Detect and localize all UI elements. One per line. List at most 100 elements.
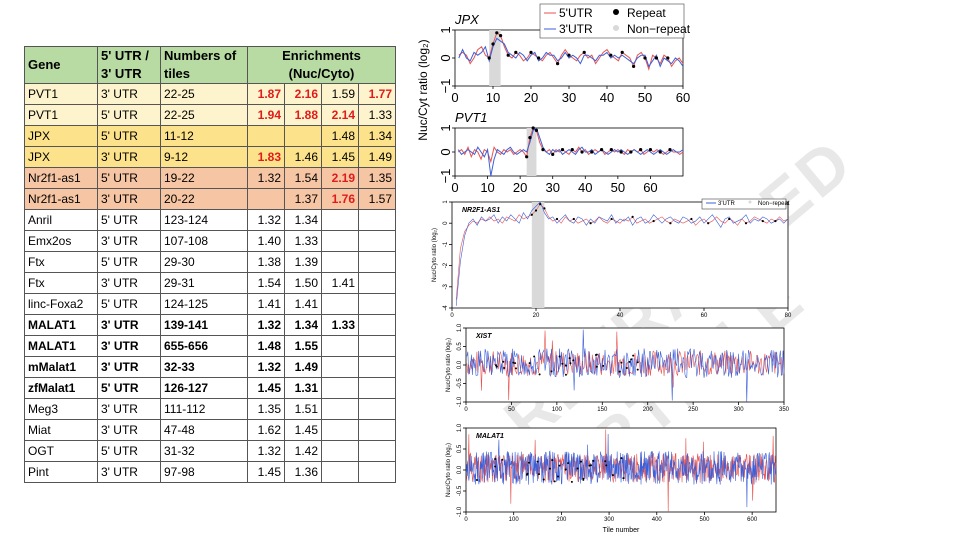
cell-enrichment: 1.32 [247, 356, 285, 378]
table-row: JPX 3' UTR 9-12 1.83 1.46 1.45 1.49 [24, 146, 396, 168]
cell-tiles: 139-141 [160, 314, 248, 336]
repeat-point [526, 473, 529, 476]
cell-enrichment: 1.41 [284, 293, 322, 315]
cell-gene: mMalat1 [24, 356, 98, 378]
y-axis-label: Nuc/Cyto ratio (log₂) [446, 443, 452, 497]
cell-enrichment [358, 356, 396, 378]
repeat-point [632, 64, 636, 68]
cell-enrichment [321, 440, 359, 462]
legend: 3'UTR Non−repeat [701, 198, 790, 210]
cell-utr: 3' UTR [97, 230, 161, 252]
repeat-point [568, 357, 571, 360]
repeat-point [572, 359, 575, 362]
cell-gene: Ftx [24, 251, 98, 273]
repeat-point [487, 56, 491, 60]
table-row: Meg3 3' UTR 111-112 1.35 1.51 [24, 398, 396, 420]
repeat-point [582, 477, 585, 480]
cell-enrichment [358, 314, 396, 336]
series-line [455, 201, 789, 306]
repeat-point [543, 207, 546, 210]
cell-enrichment: 1.34 [358, 125, 396, 147]
cell-utr: 5' UTR [97, 440, 161, 462]
repeat-point [558, 464, 561, 467]
cell-gene: linc-Foxa2 [24, 293, 98, 315]
x-tick-label: 50 [638, 90, 652, 105]
repeat-point [491, 42, 495, 46]
cell-utr: 5' UTR [97, 293, 161, 315]
x-tick-label: 600 [747, 517, 758, 523]
repeat-point [652, 219, 655, 223]
repeat-point [629, 150, 633, 154]
y-tick-label: -1 [443, 241, 449, 247]
header-tiles: Numbers of tiles [160, 46, 248, 84]
repeat-point [536, 460, 539, 463]
repeat-point [610, 217, 613, 221]
repeat-point [553, 480, 556, 483]
repeat-point [512, 361, 515, 364]
repeat-point [528, 362, 531, 365]
repeat-point [602, 364, 605, 367]
cell-enrichment: 1.39 [284, 251, 322, 273]
repeat-point [538, 373, 541, 376]
cell-gene: zfMalat1 [24, 377, 98, 399]
repeat-point [506, 53, 510, 57]
header-enrichments: Enrichments (Nuc/Cyto) [247, 46, 396, 84]
header-utr-line2: 3' UTR [101, 66, 142, 81]
legend-label: Non−repeat [758, 201, 790, 207]
chart-title: XIST [475, 333, 492, 340]
cell-enrichment [321, 398, 359, 420]
repeat-point [514, 367, 517, 370]
repeat-point [502, 360, 505, 363]
x-tick-label: 20 [524, 90, 538, 105]
x-tick-label: 60 [701, 313, 708, 319]
x-tick-label: 250 [688, 407, 699, 413]
y-tick-label: 0 [438, 148, 453, 155]
table-row: zfMalat1 5' UTR 126-127 1.45 1.31 [24, 377, 396, 399]
repeat-point [475, 478, 478, 481]
repeat-point [774, 219, 777, 223]
cell-tiles: 123-124 [160, 209, 248, 231]
cell-gene: Pint [24, 461, 98, 483]
cell-tiles: 97-98 [160, 461, 248, 483]
plot-frame [454, 127, 684, 177]
repeat-point [589, 222, 592, 225]
repeat-point [572, 217, 575, 221]
repeat-point [668, 148, 672, 152]
x-tick-label: 0 [464, 517, 468, 523]
header-utr-line1: 5' UTR / [101, 48, 149, 63]
repeat-point [669, 222, 672, 225]
repeat-point [561, 362, 564, 365]
legend-label: 3'UTR [718, 201, 735, 207]
cell-enrichment [358, 440, 396, 462]
series-line [455, 203, 789, 300]
repeat-point [579, 460, 582, 463]
repeat-point [625, 367, 628, 370]
repeat-point [534, 209, 538, 212]
cell-tiles: 111-112 [160, 398, 248, 420]
x-tick-label: 40 [617, 313, 624, 319]
cell-enrichment: 1.49 [358, 146, 396, 168]
repeat-point [620, 457, 623, 460]
y-tick-label: 0 [438, 54, 453, 61]
cell-enrichment: 1.76 [321, 188, 359, 210]
chart-title: NR2F1-AS1 [462, 207, 500, 214]
y-tick-label: 1 [438, 124, 453, 131]
header-tiles-line2: tiles [164, 66, 191, 81]
repeat-point [622, 477, 625, 480]
x-tick-label: 20 [513, 180, 527, 195]
repeat-point [548, 467, 551, 470]
series-line [457, 127, 684, 177]
cell-enrichment: 1.94 [247, 104, 285, 126]
repeat-point [580, 150, 584, 154]
repeat-point [541, 148, 545, 152]
cell-gene: PVT1 [24, 83, 98, 105]
chart-title: MALAT1 [476, 433, 504, 440]
cell-enrichment: 1.37 [284, 188, 322, 210]
repeat-point [539, 203, 542, 206]
series-line [457, 127, 684, 164]
legend-label: Non−repeat [627, 22, 691, 36]
cell-gene: OGT [24, 440, 98, 462]
repeat-point [534, 128, 539, 132]
